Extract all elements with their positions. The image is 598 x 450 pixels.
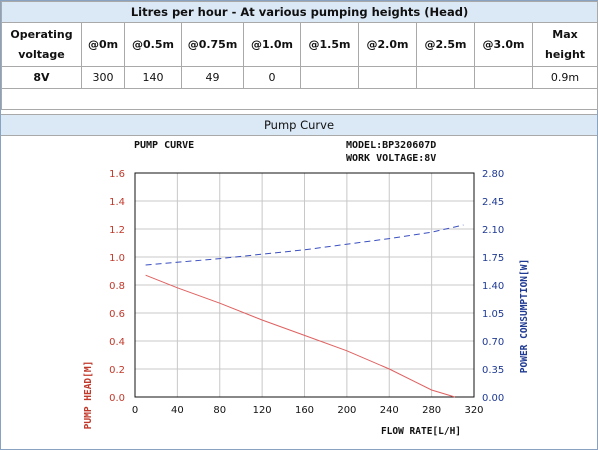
right-tick-label: 0.00 <box>482 393 504 404</box>
height-header: @0.75m <box>181 22 244 67</box>
voltage-label: WORK VOLTAGE:8V <box>346 153 436 164</box>
flow-spec-table: Litres per hour - At various pumping hei… <box>0 1 598 110</box>
pump-curve-chart: PUMP CURVE MODEL:BP320607D WORK VOLTAGE:… <box>83 140 530 437</box>
max-height-header: Max height <box>531 22 598 67</box>
flow-cell: 140 <box>124 66 182 89</box>
height-header: @1.0m <box>243 22 301 67</box>
flow-cell <box>416 66 475 89</box>
height-header: @0m <box>81 22 125 67</box>
operating-label-line1: Operating <box>10 27 73 41</box>
flow-cell: 0 <box>243 66 301 89</box>
left-tick-label: 1.2 <box>109 225 125 236</box>
height-header: @3.0m <box>474 22 533 67</box>
x-axis-ticks: 0 40 80 120 160 200 240 280 320 <box>132 405 484 416</box>
chart-title: PUMP CURVE <box>134 140 194 151</box>
x-tick-label: 320 <box>464 405 483 416</box>
max-label-line2: height <box>545 47 586 61</box>
right-tick-label: 1.40 <box>482 281 504 292</box>
pump-head-line <box>145 274 456 398</box>
height-header: @2.5m <box>416 22 475 67</box>
y-axis-label: PUMP HEAD[M] <box>83 361 94 430</box>
height-header: @0.5m <box>124 22 182 67</box>
flow-cell <box>358 66 417 89</box>
x-tick-label: 0 <box>132 405 138 416</box>
grid-layer <box>134 172 475 398</box>
flow-cell: 300 <box>81 66 125 89</box>
x-tick-label: 280 <box>422 405 441 416</box>
plot-frame <box>134 172 475 398</box>
operating-label-line2: voltage <box>18 47 65 61</box>
height-header: @1.5m <box>300 22 359 67</box>
right-tick-label: 0.35 <box>482 365 504 376</box>
left-tick-label: 0.0 <box>109 393 125 404</box>
table-spacer-row <box>0 88 598 110</box>
x-tick-label: 80 <box>213 405 226 416</box>
voltage-cell: 8V <box>1 66 82 89</box>
flow-cell: 49 <box>181 66 244 89</box>
left-tick-label: 1.4 <box>109 197 125 208</box>
x-tick-label: 200 <box>337 405 356 416</box>
left-tick-label: 0.4 <box>109 337 125 348</box>
right-axis-ticks: 0.00 0.35 0.70 1.05 1.40 1.75 2.10 2.45 2.80 <box>482 169 504 404</box>
flow-cell <box>474 66 533 89</box>
left-tick-label: 0.6 <box>109 309 125 320</box>
left-tick-label: 0.2 <box>109 365 125 376</box>
power-consumption-line <box>145 224 464 266</box>
x-tick-label: 40 <box>171 405 184 416</box>
x-tick-label: 240 <box>380 405 399 416</box>
x-axis-label: FLOW RATE[L/H] <box>381 426 461 437</box>
left-tick-label: 1.6 <box>109 169 125 180</box>
table-title: Litres per hour - At various pumping hei… <box>0 1 598 23</box>
model-label: MODEL:BP320607D <box>346 140 436 151</box>
height-header: @2.0m <box>358 22 417 67</box>
flow-cell <box>300 66 359 89</box>
right-tick-label: 2.45 <box>482 197 504 208</box>
right-tick-label: 1.05 <box>482 309 504 320</box>
right-tick-label: 1.75 <box>482 253 504 264</box>
pump-curve-section-title: Pump Curve <box>1 114 597 136</box>
x-tick-label: 120 <box>253 405 272 416</box>
right-tick-label: 0.70 <box>482 337 504 348</box>
left-tick-label: 1.0 <box>109 253 125 264</box>
right-tick-label: 2.10 <box>482 225 504 236</box>
y2-axis-label: POWER CONSUMPTION[W] <box>519 259 530 373</box>
series-layer <box>145 224 464 398</box>
max-height-cell: 0.9m <box>531 66 598 89</box>
left-axis-ticks: 0.0 0.2 0.4 0.6 0.8 1.0 1.2 1.4 1.6 <box>109 169 125 404</box>
max-label-line1: Max <box>552 27 578 41</box>
right-tick-label: 2.80 <box>482 169 504 180</box>
operating-voltage-header: Operating voltage <box>1 22 82 67</box>
left-tick-label: 0.8 <box>109 281 125 292</box>
x-tick-label: 160 <box>295 405 314 416</box>
